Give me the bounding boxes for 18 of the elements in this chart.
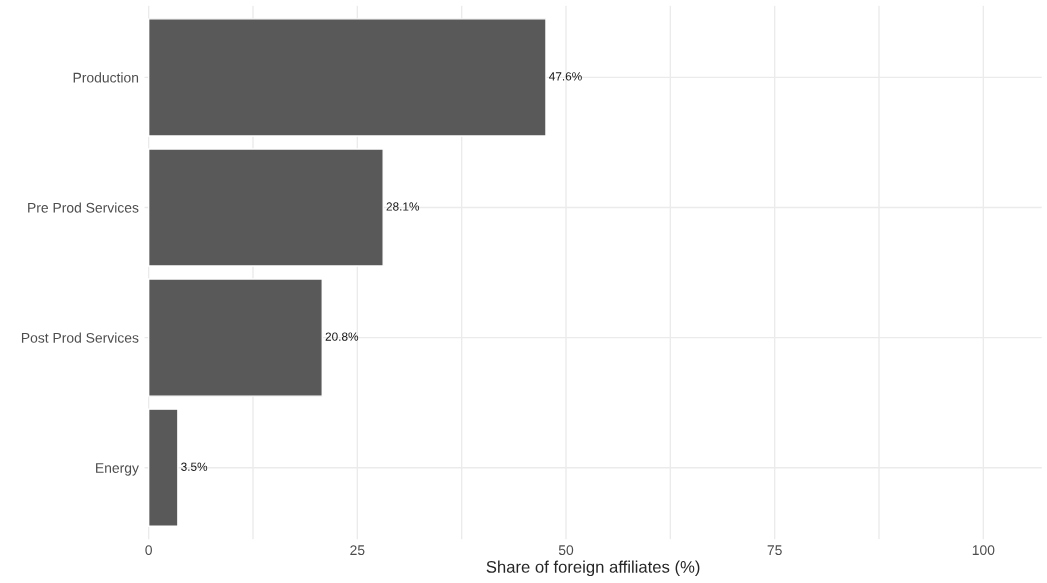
bar <box>147 278 323 397</box>
x-tick-label: 50 <box>558 545 574 556</box>
x-tick-label: 75 <box>767 545 782 556</box>
x-tick-label: 0 <box>145 545 152 556</box>
y-tick-label: Pre Prod Services <box>28 202 139 213</box>
bar <box>147 18 547 137</box>
data-label: 28.1% <box>386 202 420 211</box>
data-label: 20.8% <box>325 332 359 341</box>
y-tick-label: Energy <box>96 463 139 476</box>
bar <box>147 148 384 267</box>
y-tick-label: Post Prod Services <box>21 332 139 343</box>
bar <box>147 408 179 527</box>
data-label: 47.6% <box>549 72 582 81</box>
x-tick-label: 25 <box>350 545 365 556</box>
y-tick-label: Production <box>73 72 139 83</box>
x-tick-label: 100 <box>972 545 995 556</box>
data-label: 3.5% <box>181 462 208 471</box>
x-axis-title: Share of foreign affiliates (%) <box>486 560 700 577</box>
